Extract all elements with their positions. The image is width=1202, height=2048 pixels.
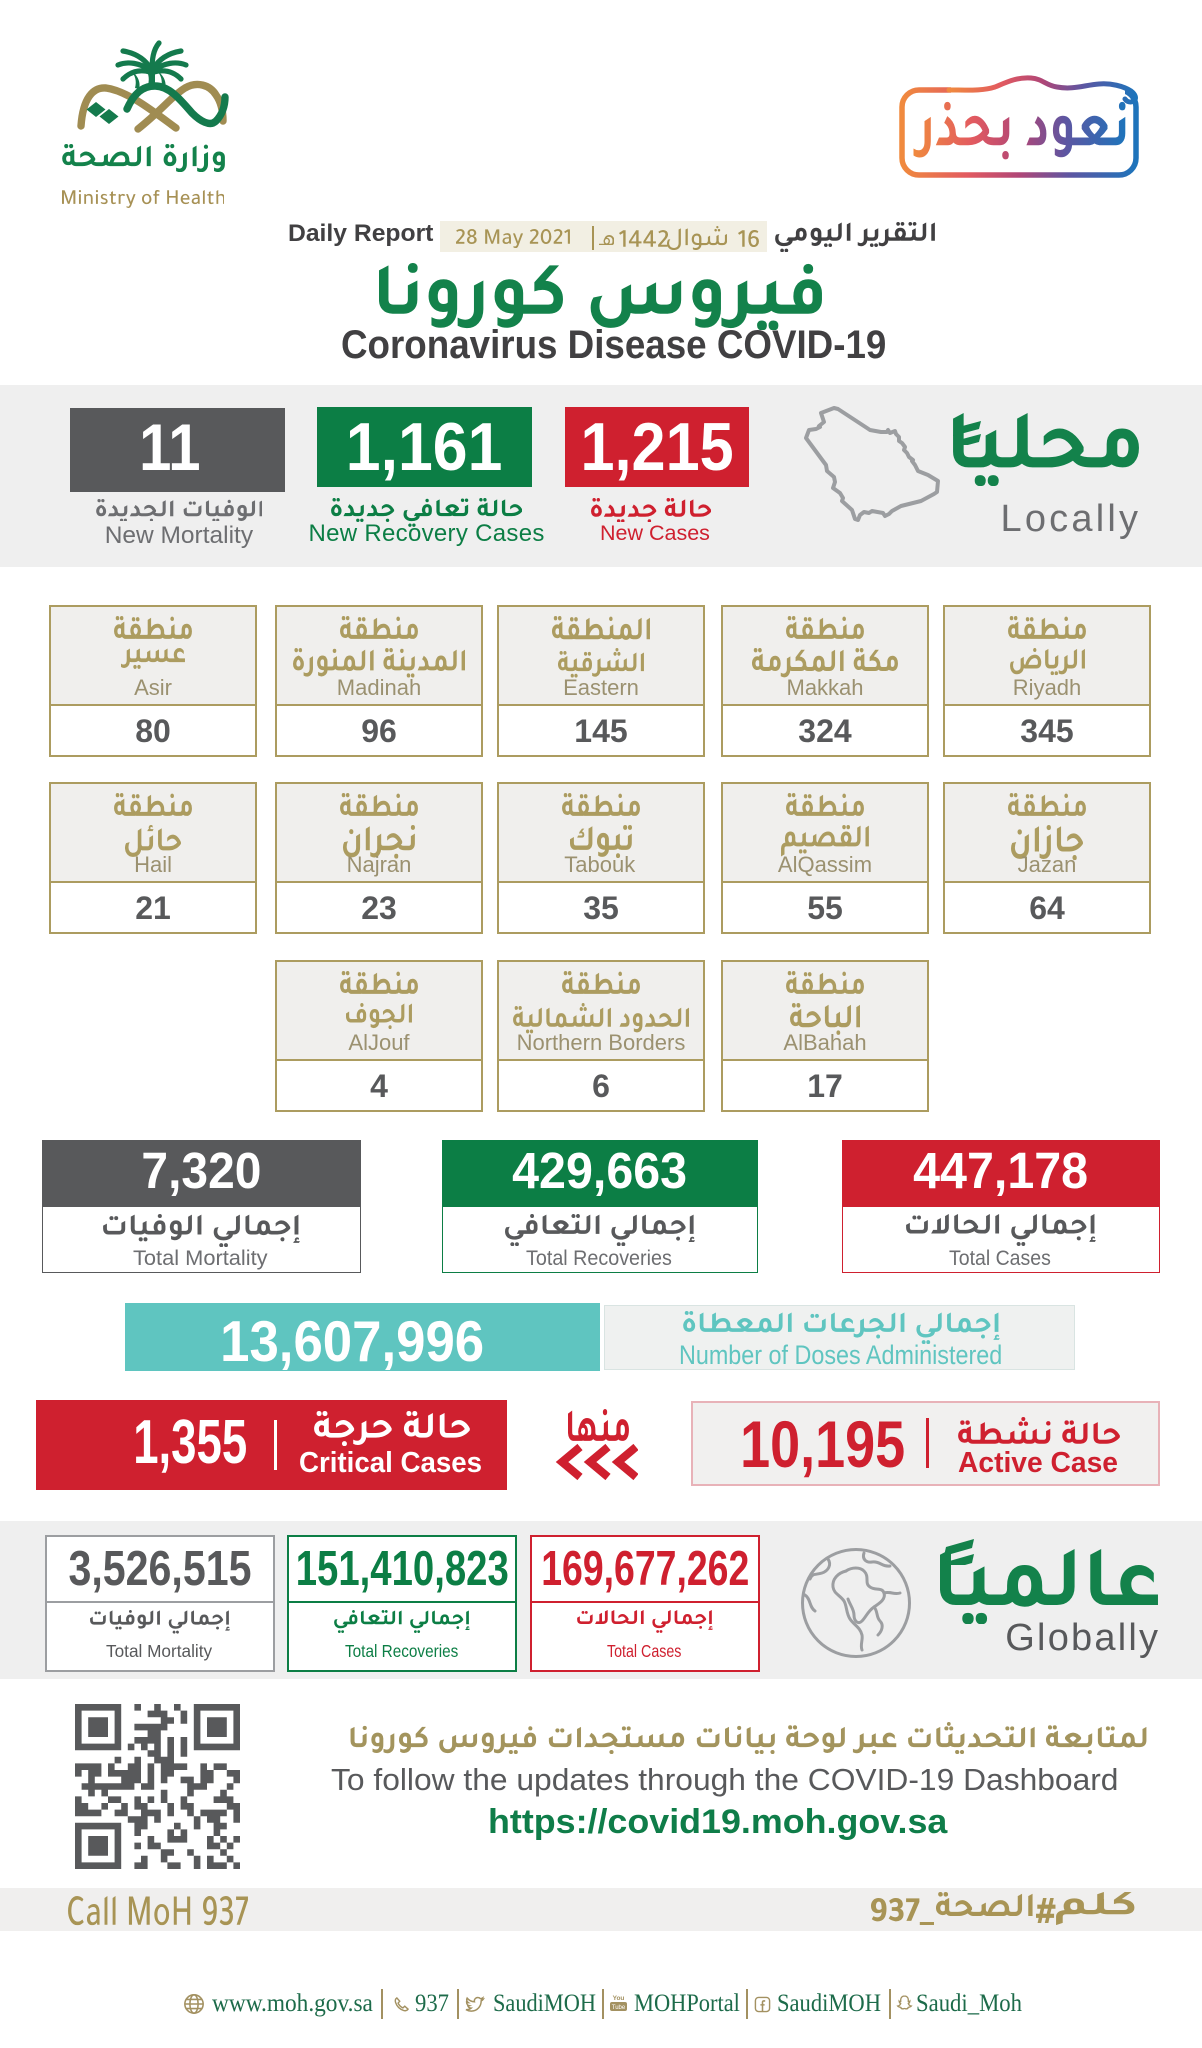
svg-text:Tube: Tube — [612, 2005, 626, 2011]
svg-text:You: You — [613, 1995, 625, 2002]
